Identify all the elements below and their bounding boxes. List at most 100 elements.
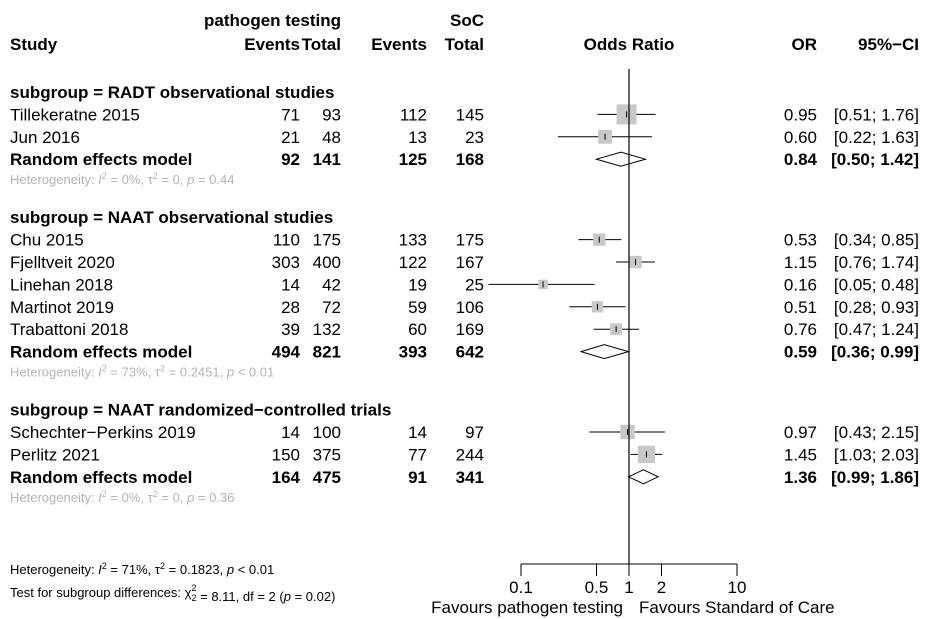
- total-soc: 25: [465, 275, 484, 294]
- study-or: 0.95: [784, 105, 817, 124]
- study-name: Fjelltveit 2020: [10, 253, 115, 272]
- total-pathogen: 93: [322, 105, 341, 124]
- axis-tick-label: 1: [624, 578, 633, 597]
- model-total-soc: 642: [456, 343, 484, 362]
- model-events-soc: 393: [399, 343, 427, 362]
- total-soc: 244: [456, 445, 484, 464]
- model-events-soc: 125: [399, 150, 427, 169]
- events-soc: 60: [408, 320, 427, 339]
- header-events1: Events: [244, 35, 300, 54]
- study-or: 0.53: [784, 231, 817, 250]
- events-pathogen: 39: [281, 320, 300, 339]
- model-ci: [0.99; 1.86]: [831, 468, 919, 487]
- study-ci: [0.34; 0.85]: [834, 231, 919, 250]
- study-ci: [0.22; 1.63]: [834, 128, 919, 147]
- header-group2: SoC: [450, 11, 484, 30]
- header-group1: pathogen testing: [204, 11, 341, 30]
- events-pathogen: 21: [281, 128, 300, 147]
- events-soc: 19: [408, 275, 427, 294]
- model-or: 0.59: [784, 343, 817, 362]
- total-soc: 167: [456, 253, 484, 272]
- model-events-pathogen: 494: [272, 343, 301, 362]
- events-soc: 122: [399, 253, 427, 272]
- subgroup-label: subgroup = RADT observational studies: [10, 83, 334, 102]
- study-ci: [0.43; 2.15]: [834, 423, 919, 442]
- subgroup-differences-test: Test for subgroup differences: χ2 2 = 8.1…: [10, 583, 335, 604]
- study-name: Trabattoni 2018: [10, 320, 128, 339]
- total-pathogen: 400: [313, 253, 341, 272]
- study-or: 1.15: [784, 253, 817, 272]
- events-soc: 13: [408, 128, 427, 147]
- total-soc: 175: [456, 231, 484, 250]
- total-pathogen: 42: [322, 275, 341, 294]
- summary-diamond: [627, 469, 660, 485]
- summary-diamond: [579, 344, 631, 360]
- header-or: OR: [792, 35, 818, 54]
- model-ci: [0.36; 0.99]: [831, 343, 919, 362]
- events-soc: 133: [399, 231, 427, 250]
- axis-tick-label: 2: [657, 578, 666, 597]
- total-soc: 97: [465, 423, 484, 442]
- study-name: Martinot 2019: [10, 298, 114, 317]
- total-pathogen: 48: [322, 128, 341, 147]
- study-or: 0.97: [784, 423, 817, 442]
- total-soc: 106: [456, 298, 484, 317]
- model-or: 0.84: [784, 150, 818, 169]
- overall-heterogeneity: Heterogeneity: I2 = 71%, τ2 = 0.1823, p …: [10, 561, 274, 577]
- header-total1: Total: [302, 35, 341, 54]
- subgroup-heterogeneity: Heterogeneity: I2 = 0%, τ2 = 0, p = 0.36: [10, 489, 234, 505]
- study-ci: [0.47; 1.24]: [834, 320, 919, 339]
- study-ci: [0.28; 0.93]: [834, 298, 919, 317]
- study-ci: [1.03; 2.03]: [834, 445, 919, 464]
- events-soc: 112: [400, 105, 427, 124]
- study-ci: [0.05; 0.48]: [834, 275, 919, 294]
- events-pathogen: 71: [281, 105, 300, 124]
- axis-tick-label: 10: [728, 578, 747, 597]
- model-events-pathogen: 164: [272, 468, 301, 487]
- model-total-soc: 168: [456, 150, 484, 169]
- forest-rows: subgroup = RADT observational studies Til…: [10, 83, 919, 505]
- events-pathogen: 28: [281, 298, 300, 317]
- model-name: Random effects model: [10, 343, 192, 362]
- model-total-pathogen: 475: [313, 468, 341, 487]
- favours-left-label: Favours pathogen testing: [431, 598, 623, 617]
- study-or: 0.51: [784, 298, 817, 317]
- events-soc: 59: [408, 298, 427, 317]
- x-axis: 0.1 0.5 1 2 10: [509, 69, 746, 597]
- total-pathogen: 100: [313, 423, 341, 442]
- study-name: Chu 2015: [10, 231, 84, 250]
- subgroup-label: subgroup = NAAT observational studies: [10, 208, 333, 227]
- events-pathogen: 14: [281, 423, 300, 442]
- study-name: Jun 2016: [10, 128, 80, 147]
- total-soc: 169: [456, 320, 484, 339]
- total-soc: 145: [456, 105, 484, 124]
- subgroup-heterogeneity: Heterogeneity: I2 = 73%, τ2 = 0.2451, p …: [10, 364, 274, 380]
- total-pathogen: 175: [313, 231, 341, 250]
- study-or: 0.76: [784, 320, 817, 339]
- study-name: Schechter−Perkins 2019: [10, 423, 196, 442]
- subgroup-heterogeneity: Heterogeneity: I2 = 0%, τ2 = 0, p = 0.44: [10, 171, 234, 187]
- axis-tick-label: 0.5: [585, 578, 609, 597]
- axis-tick-label: 0.1: [509, 578, 533, 597]
- header-total2: Total: [445, 35, 484, 54]
- events-pathogen: 110: [273, 231, 300, 250]
- study-or: 1.45: [784, 445, 817, 464]
- model-total-soc: 341: [456, 468, 484, 487]
- study-ci: [0.51; 1.76]: [834, 105, 919, 124]
- study-or: 0.60: [784, 128, 817, 147]
- model-ci: [0.50; 1.42]: [831, 150, 919, 169]
- model-total-pathogen: 141: [313, 150, 341, 169]
- header-odds-ratio: Odds Ratio: [584, 35, 675, 54]
- model-events-soc: 91: [408, 468, 427, 487]
- header-events2: Events: [371, 35, 427, 54]
- total-soc: 23: [465, 128, 484, 147]
- study-ci: [0.76; 1.74]: [834, 253, 919, 272]
- events-soc: 14: [408, 423, 427, 442]
- events-soc: 77: [408, 445, 427, 464]
- model-name: Random effects model: [10, 150, 192, 169]
- events-pathogen: 150: [272, 445, 300, 464]
- header-study: Study: [10, 35, 58, 54]
- model-total-pathogen: 821: [313, 343, 341, 362]
- study-or: 0.16: [784, 275, 817, 294]
- summary-diamond: [594, 151, 648, 167]
